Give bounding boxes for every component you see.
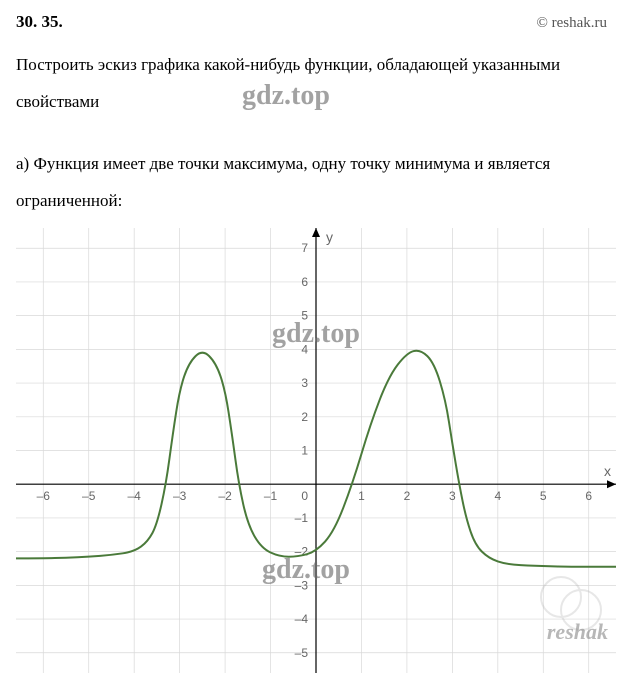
- function-chart: gdz.top gdz.top –6–5–4–3–2–1123456–5–4–3…: [16, 228, 616, 673]
- svg-text:7: 7: [301, 241, 308, 255]
- svg-text:5: 5: [540, 489, 547, 503]
- svg-text:–2: –2: [218, 489, 232, 503]
- logo-text: reshak: [547, 619, 608, 645]
- svg-text:1: 1: [301, 443, 308, 457]
- part-a-text: а) Функция имеет две точки максимума, од…: [16, 145, 607, 220]
- problem-number: 30. 35.: [16, 12, 63, 32]
- watermark-chart-lower: gdz.top: [262, 554, 350, 586]
- svg-text:3: 3: [301, 376, 308, 390]
- svg-text:3: 3: [449, 489, 456, 503]
- svg-text:–6: –6: [37, 489, 51, 503]
- svg-text:6: 6: [585, 489, 592, 503]
- svg-text:4: 4: [494, 489, 501, 503]
- watermark-top: gdz.top: [242, 80, 330, 112]
- svg-text:–1: –1: [295, 510, 309, 524]
- svg-text:6: 6: [301, 275, 308, 289]
- svg-text:–4: –4: [128, 489, 142, 503]
- chart-svg: –6–5–4–3–2–1123456–5–4–3–2–112345670xy: [16, 228, 616, 673]
- svg-text:2: 2: [301, 409, 308, 423]
- svg-text:–5: –5: [82, 489, 96, 503]
- svg-text:–1: –1: [264, 489, 278, 503]
- copyright-text: © reshak.ru: [536, 15, 607, 32]
- svg-text:2: 2: [404, 489, 411, 503]
- svg-text:–5: –5: [295, 645, 309, 659]
- svg-text:y: y: [326, 229, 333, 245]
- svg-text:–4: –4: [295, 612, 309, 626]
- svg-text:1: 1: [358, 489, 365, 503]
- svg-text:x: x: [604, 463, 611, 479]
- svg-text:0: 0: [301, 489, 308, 503]
- watermark-chart-upper: gdz.top: [272, 318, 360, 350]
- svg-text:–3: –3: [173, 489, 187, 503]
